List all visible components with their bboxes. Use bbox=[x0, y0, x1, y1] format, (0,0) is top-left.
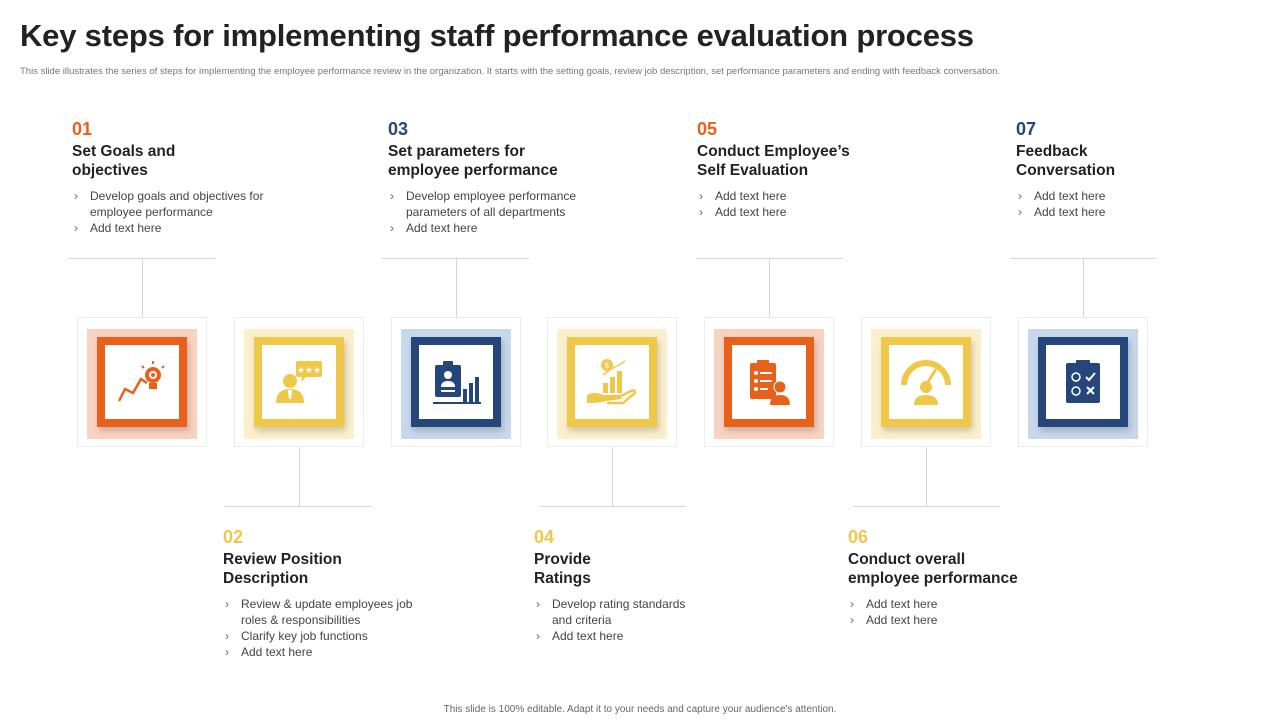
bullet-item: Add text here bbox=[697, 204, 912, 220]
growth-bulb-icon bbox=[117, 361, 165, 402]
connector-line bbox=[382, 258, 529, 259]
step-05-icon-card bbox=[704, 317, 834, 447]
step-03-icon-card bbox=[391, 317, 521, 447]
connector-line bbox=[456, 258, 457, 317]
bullet-item: Clarify key job functions bbox=[223, 628, 423, 644]
step-06: 06 Conduct overall employee performance … bbox=[848, 526, 1068, 628]
connector-line bbox=[853, 506, 1000, 507]
step-02: 02 Review Position Description Review & … bbox=[223, 526, 423, 660]
step-heading: Review Position Description bbox=[223, 551, 342, 587]
step-01: 01 Set Goals and objectives Develop goal… bbox=[72, 118, 287, 236]
step-07-icon-card bbox=[1018, 317, 1148, 447]
step-number: 07 bbox=[1016, 119, 1037, 139]
step-02-icon-card: ★★★ bbox=[234, 317, 364, 447]
bullet-item: Develop rating standards and criteria bbox=[534, 596, 694, 628]
bullet-item: Add text here bbox=[534, 628, 694, 644]
step-05: 05 Conduct Employee’s Self Evaluation Ad… bbox=[697, 118, 912, 220]
step-number: 04 bbox=[534, 527, 555, 547]
step-number: 01 bbox=[72, 119, 93, 139]
connector-line bbox=[68, 258, 215, 259]
bullet-item: Add text here bbox=[848, 596, 1068, 612]
step-07: 07 Feedback Conversation Add text here A… bbox=[1016, 118, 1216, 220]
hand-coin-growth-icon: $ bbox=[587, 359, 637, 405]
self-evaluation-clipboard-icon bbox=[750, 360, 790, 405]
bullet-item: Add text here bbox=[223, 644, 423, 660]
connector-line bbox=[539, 506, 686, 507]
step-bullets: Develop employee performance parameters … bbox=[388, 188, 603, 236]
footer-note: This slide is 100% editable. Adapt it to… bbox=[443, 704, 837, 715]
connector-line bbox=[299, 447, 300, 506]
connector-line bbox=[1083, 258, 1084, 317]
step-heading: Conduct Employee’s Self Evaluation bbox=[697, 143, 850, 179]
connector-line bbox=[612, 447, 613, 506]
step-heading: Set Goals and objectives bbox=[72, 143, 176, 179]
svg-text:★★★: ★★★ bbox=[297, 366, 321, 376]
step-03: 03 Set parameters for employee performan… bbox=[388, 118, 603, 236]
bullet-item: Add text here bbox=[388, 220, 603, 236]
page-title: Key steps for implementing staff perform… bbox=[20, 18, 974, 53]
bullet-item: Add text here bbox=[1016, 188, 1216, 204]
bullet-item: Add text here bbox=[697, 188, 912, 204]
bullet-item: Add text here bbox=[72, 220, 287, 236]
profile-chart-icon bbox=[433, 361, 481, 404]
performance-gauge-icon bbox=[901, 360, 951, 405]
step-06-icon-card bbox=[861, 317, 991, 447]
bullet-item: Develop goals and objectives for employe… bbox=[72, 188, 287, 220]
connector-line bbox=[142, 258, 143, 317]
step-heading: Provide Ratings bbox=[534, 551, 591, 587]
bullet-item: Develop employee performance parameters … bbox=[388, 188, 603, 220]
bullet-item: Review & update employees job roles & re… bbox=[223, 596, 423, 628]
step-bullets: Develop goals and objectives for employe… bbox=[72, 188, 287, 236]
connector-line bbox=[926, 447, 927, 506]
step-bullets: Review & update employees job roles & re… bbox=[223, 596, 423, 660]
step-heading: Conduct overall employee performance bbox=[848, 551, 1018, 587]
step-04: 04 Provide Ratings Develop rating standa… bbox=[534, 526, 694, 644]
step-bullets: Add text here Add text here bbox=[697, 188, 912, 220]
step-heading: Set parameters for employee performance bbox=[388, 143, 558, 179]
bullet-item: Add text here bbox=[848, 612, 1068, 628]
page-subtitle: This slide illustrates the series of ste… bbox=[20, 66, 1001, 77]
bullet-item: Add text here bbox=[1016, 204, 1216, 220]
step-bullets: Add text here Add text here bbox=[1016, 188, 1216, 220]
svg-text:$: $ bbox=[604, 361, 609, 370]
step-number: 02 bbox=[223, 527, 244, 547]
step-number: 05 bbox=[697, 119, 718, 139]
step-heading: Feedback Conversation bbox=[1016, 143, 1116, 179]
step-number: 03 bbox=[388, 119, 409, 139]
review-rating-icon: ★★★ bbox=[276, 361, 322, 403]
step-04-icon-card: $ bbox=[547, 317, 677, 447]
connector-line bbox=[769, 258, 770, 317]
connector-line bbox=[225, 506, 372, 507]
feedback-clipboard-icon bbox=[1066, 360, 1100, 403]
step-number: 06 bbox=[848, 527, 869, 547]
step-bullets: Develop rating standards and criteria Ad… bbox=[534, 596, 694, 644]
step-bullets: Add text here Add text here bbox=[848, 596, 1068, 628]
step-01-icon-card bbox=[77, 317, 207, 447]
